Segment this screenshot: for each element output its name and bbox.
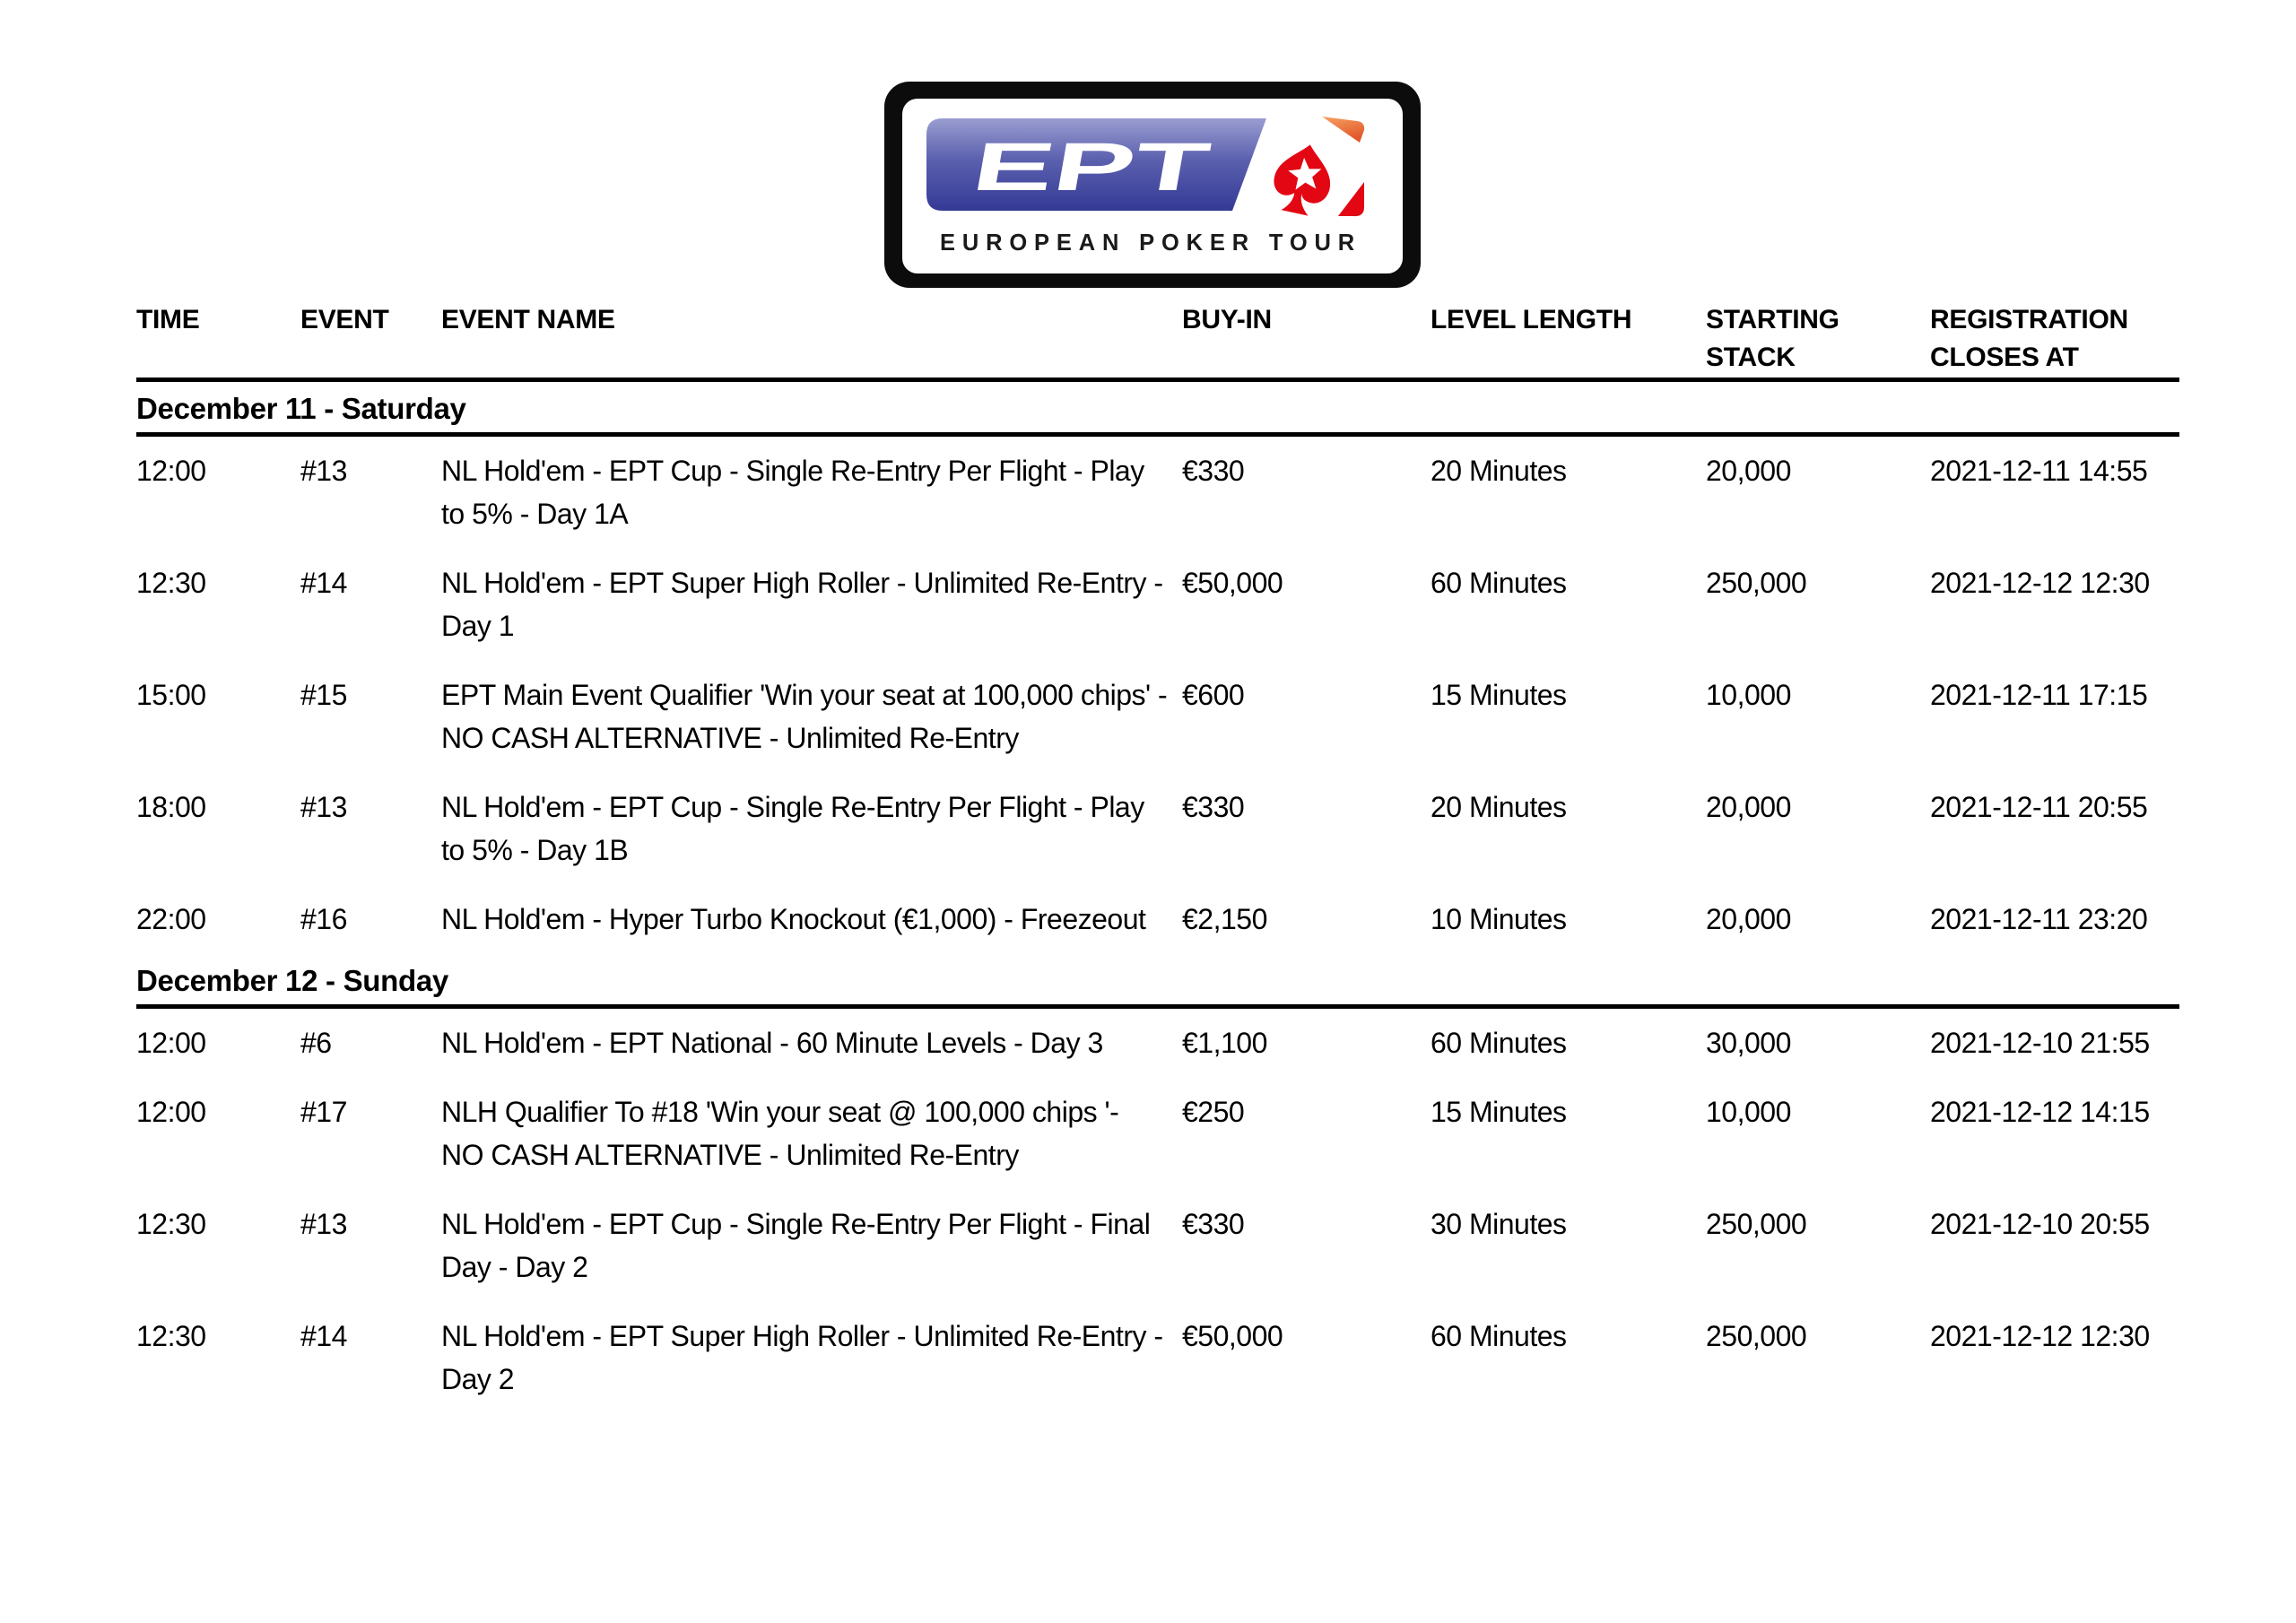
cell-buy-in: €250	[1182, 1096, 1245, 1128]
cell-event-number: #15	[300, 679, 347, 711]
col-header-time: TIME	[136, 305, 200, 334]
cell-time: 12:00	[136, 1027, 206, 1059]
event-row: 15:00 #15 EPT Main Event Qualifier 'Win …	[136, 661, 2179, 773]
cell-buy-in: €330	[1182, 1208, 1245, 1240]
cell-buy-in: €50,000	[1182, 567, 1283, 599]
cell-event-name: NL Hold'em - EPT National - 60 Minute Le…	[441, 1027, 1103, 1059]
cell-starting-stack: 250,000	[1706, 1320, 1807, 1352]
schedule-table: TIME EVENT EVENT NAME BUY-IN LEVEL LENGT…	[136, 301, 2179, 1414]
ept-wordmark-text: EPT	[967, 130, 1215, 205]
col-header-level-length: LEVEL LENGTH	[1431, 305, 1632, 334]
day-section: December 12 - Sunday 12:00 #6 NL Hold'em…	[136, 954, 2179, 1414]
event-row: 12:30 #13 NL Hold'em - EPT Cup - Single …	[136, 1190, 2179, 1302]
cell-starting-stack: 30,000	[1706, 1027, 1791, 1059]
logo-tagline: EUROPEAN POKER TOUR	[940, 229, 1361, 256]
cell-buy-in: €50,000	[1182, 1320, 1283, 1352]
orange-corner-shape	[1322, 117, 1365, 143]
event-row: 18:00 #13 NL Hold'em - EPT Cup - Single …	[136, 773, 2179, 885]
cell-registration-closes: 2021-12-12 12:30	[1930, 1320, 2150, 1352]
red-wedge-shape	[1338, 182, 1364, 217]
cell-buy-in: €600	[1182, 679, 1245, 711]
col-header-buy-in: BUY-IN	[1182, 305, 1272, 334]
cell-buy-in: €330	[1182, 791, 1245, 823]
col-header-starting-stack: STARTING STACK	[1706, 305, 1839, 372]
cell-starting-stack: 20,000	[1706, 455, 1791, 487]
event-row: 12:00 #17 NLH Qualifier To #18 'Win your…	[136, 1078, 2179, 1190]
cell-level-length: 15 Minutes	[1431, 1096, 1567, 1128]
cell-starting-stack: 250,000	[1706, 567, 1807, 599]
day-section-title: December 12 - Sunday	[136, 954, 2179, 1009]
cell-time: 18:00	[136, 791, 206, 823]
cell-event-number: #6	[300, 1027, 332, 1059]
event-row: 12:30 #14 NL Hold'em - EPT Super High Ro…	[136, 1302, 2179, 1414]
cell-registration-closes: 2021-12-11 20:55	[1930, 791, 2148, 823]
col-header-event: EVENT	[300, 305, 389, 334]
cell-registration-closes: 2021-12-12 14:15	[1930, 1096, 2150, 1128]
cell-event-name: NL Hold'em - EPT Super High Roller - Unl…	[441, 1320, 1163, 1395]
cell-event-number: #17	[300, 1096, 347, 1128]
cell-level-length: 10 Minutes	[1431, 903, 1567, 935]
cell-time: 15:00	[136, 679, 206, 711]
ept-logo: EPT EUROPEAN POKER TOUR	[883, 81, 1422, 289]
cell-starting-stack: 10,000	[1706, 679, 1791, 711]
cell-level-length: 30 Minutes	[1431, 1208, 1567, 1240]
cell-level-length: 60 Minutes	[1431, 1027, 1567, 1059]
cell-level-length: 20 Minutes	[1431, 791, 1567, 823]
col-header-event-name: EVENT NAME	[441, 305, 615, 334]
cell-level-length: 20 Minutes	[1431, 455, 1567, 487]
event-row: 12:00 #6 NL Hold'em - EPT National - 60 …	[136, 1009, 2179, 1078]
cell-time: 22:00	[136, 903, 206, 935]
ept-logo-graphic: EPT EUROPEAN POKER TOUR	[884, 82, 1421, 288]
event-row: 12:30 #14 NL Hold'em - EPT Super High Ro…	[136, 549, 2179, 661]
cell-event-name: NL Hold'em - EPT Cup - Single Re-Entry P…	[441, 791, 1144, 866]
cell-buy-in: €330	[1182, 455, 1245, 487]
cell-time: 12:30	[136, 567, 206, 599]
cell-starting-stack: 20,000	[1706, 791, 1791, 823]
cell-time: 12:30	[136, 1208, 206, 1240]
cell-level-length: 60 Minutes	[1431, 567, 1567, 599]
cell-event-name: NLH Qualifier To #18 'Win your seat @ 10…	[441, 1096, 1119, 1171]
cell-event-number: #13	[300, 791, 347, 823]
cell-level-length: 60 Minutes	[1431, 1320, 1567, 1352]
cell-event-name: NL Hold'em - EPT Super High Roller - Unl…	[441, 567, 1163, 642]
cell-event-number: #14	[300, 1320, 347, 1352]
cell-event-number: #13	[300, 455, 347, 487]
table-header: TIME EVENT EVENT NAME BUY-IN LEVEL LENGT…	[136, 301, 2179, 382]
event-row: 12:00 #13 NL Hold'em - EPT Cup - Single …	[136, 437, 2179, 549]
cell-starting-stack: 20,000	[1706, 903, 1791, 935]
cell-time: 12:30	[136, 1320, 206, 1352]
cell-registration-closes: 2021-12-10 21:55	[1930, 1027, 2150, 1059]
cell-buy-in: €2,150	[1182, 903, 1267, 935]
cell-event-number: #13	[300, 1208, 347, 1240]
cell-level-length: 15 Minutes	[1431, 679, 1567, 711]
cell-registration-closes: 2021-12-11 17:15	[1930, 679, 2148, 711]
spade-star-icon	[1288, 157, 1322, 190]
cell-event-name: NL Hold'em - EPT Cup - Single Re-Entry P…	[441, 1208, 1151, 1283]
cell-event-number: #14	[300, 567, 347, 599]
col-header-registration-closes: REGISTRATION CLOSES AT	[1930, 305, 2128, 372]
cell-buy-in: €1,100	[1182, 1027, 1267, 1059]
cell-registration-closes: 2021-12-10 20:55	[1930, 1208, 2150, 1240]
ept-wordmark: EPT	[967, 130, 1215, 205]
cell-starting-stack: 10,000	[1706, 1096, 1791, 1128]
cell-time: 12:00	[136, 1096, 206, 1128]
cell-event-name: EPT Main Event Qualifier 'Win your seat …	[441, 679, 1168, 754]
cell-registration-closes: 2021-12-11 14:55	[1930, 455, 2148, 487]
cell-event-name: NL Hold'em - Hyper Turbo Knockout (€1,00…	[441, 903, 1146, 935]
cell-event-number: #16	[300, 903, 347, 935]
cell-time: 12:00	[136, 455, 206, 487]
cell-starting-stack: 250,000	[1706, 1208, 1807, 1240]
day-section: December 11 - Saturday 12:00 #13 NL Hold…	[136, 382, 2179, 954]
event-row: 22:00 #16 NL Hold'em - Hyper Turbo Knock…	[136, 885, 2179, 954]
cell-registration-closes: 2021-12-12 12:30	[1930, 567, 2150, 599]
pokerstars-spade-icon	[1274, 144, 1331, 216]
day-section-title: December 11 - Saturday	[136, 382, 2179, 437]
cell-event-name: NL Hold'em - EPT Cup - Single Re-Entry P…	[441, 455, 1144, 530]
cell-registration-closes: 2021-12-11 23:20	[1930, 903, 2148, 935]
logo-blue-panel	[926, 118, 1266, 211]
